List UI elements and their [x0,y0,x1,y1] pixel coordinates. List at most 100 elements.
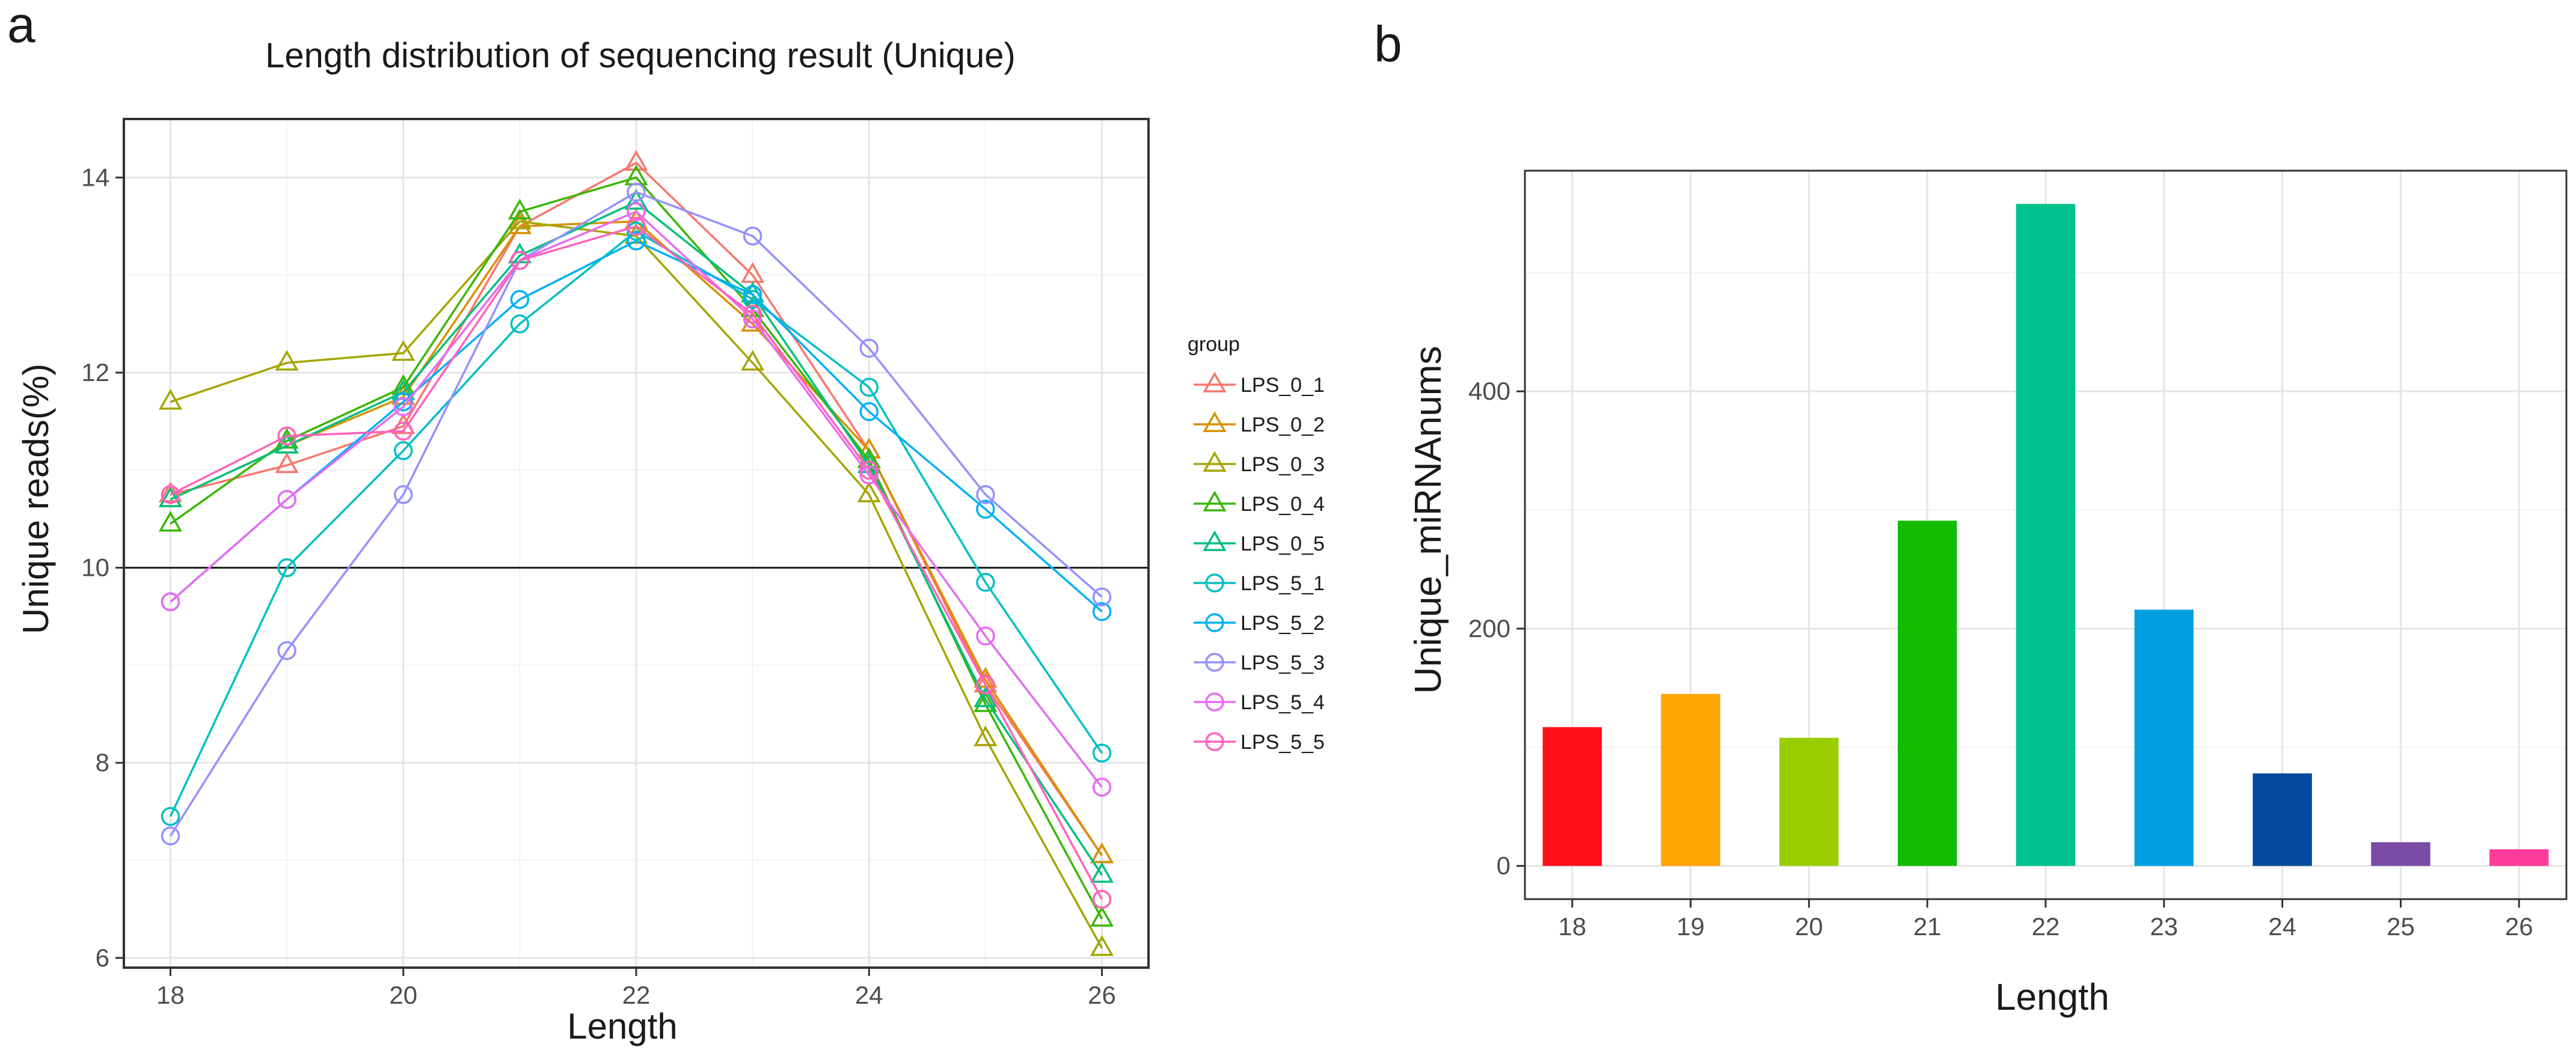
legend-label: LPS_0_5 [1240,533,1325,555]
data-point [627,182,646,202]
data-point [974,691,998,712]
data-point [1090,862,1114,883]
bars [1542,204,2549,866]
x-tick-label: 18 [156,981,185,1009]
x-tick-label: 22 [2032,912,2060,941]
legend-label: LPS_0_1 [1240,374,1325,397]
data-point [161,485,180,504]
chart-title: Length distribution of sequencing result… [265,36,1016,75]
data-point [743,304,762,324]
y-tick-label: 6 [96,944,109,972]
series-LPS_5_5 [161,216,1112,909]
legend-item: LPS_0_2 [1194,411,1325,436]
data-point [627,216,646,236]
x-tick-label: 24 [855,981,883,1009]
legend-item: LPS_5_1 [1194,572,1325,595]
data-point [976,499,995,519]
data-point [859,338,879,358]
bar-chart-panel: 0 200 400 18 19 20 21 22 23 24 25 26 Length Unique_… [1408,169,2568,1018]
series-line [170,220,1103,949]
data-point [974,686,998,707]
data-point [743,290,762,310]
axis-ticks: 18 20 22 24 26 6 8 10 12 14 [81,163,1116,1009]
legend-item: LPS_5_4 [1194,691,1325,714]
y-tick-label: 200 [1468,614,1510,642]
data-point [277,558,296,578]
legend-key-marker [1205,692,1224,712]
series-group [158,150,1114,956]
x-tick-label: 24 [2268,912,2296,941]
line-chart-panel: Length distribution of sequencing result… [16,36,1325,1046]
legend-item: LPS_5_3 [1194,652,1325,674]
data-point [859,460,879,480]
data-point [1092,602,1112,621]
legend-key-marker [1205,613,1224,632]
data-point [976,573,995,592]
data-point [743,227,762,246]
data-point [974,725,998,746]
data-point [976,485,995,504]
data-point [508,213,532,234]
legend-item: LPS_0_5 [1194,530,1325,555]
bar-20 [1779,737,1839,866]
y-tick-label: 12 [81,358,109,386]
data-point [391,340,416,361]
data-point [743,309,762,329]
y-tick-label: 10 [81,554,109,582]
series-line [170,239,1103,612]
x-tick-label: 20 [1795,912,1823,941]
x-axis-label: Length [567,1006,678,1046]
y-tick-label: 8 [96,748,109,777]
legend-label: LPS_0_3 [1240,453,1325,476]
bar-25 [2371,842,2430,866]
series-line [170,210,1103,788]
series-line [170,220,1103,856]
data-point [1092,777,1112,797]
data-point [161,826,180,846]
legend-key-marker [1205,653,1224,672]
bar-19 [1661,694,1720,866]
x-tick-label: 21 [1913,912,1942,941]
data-point [859,377,879,397]
legend-key-marker [1203,490,1227,511]
data-point [161,592,180,612]
legend-key-marker [1203,451,1227,472]
series-line [169,230,1103,817]
x-tick-label: 18 [1558,912,1586,941]
data-point [508,198,532,220]
data-point [627,231,646,251]
x-tick-label: 26 [2505,912,2533,941]
data-point [158,486,183,507]
x-tick-label: 25 [2387,912,2415,941]
x-axis-label: Length [1995,977,2109,1018]
legend-item: LPS_0_4 [1194,490,1325,516]
legend-label: LPS_0_2 [1240,414,1325,436]
bar-23 [2134,609,2194,866]
x-tick-label: 26 [1088,981,1116,1009]
data-point [510,251,530,270]
panel-label-b: b [1374,16,1402,72]
data-point [1092,890,1112,909]
legend-key-marker [1205,573,1224,593]
bar-18 [1542,727,1602,866]
x-tick-label: 22 [622,981,651,1009]
legend-label: LPS_5_2 [1240,612,1325,635]
data-point [857,438,881,459]
y-tick-label: 0 [1497,852,1510,880]
x-tick-label: 19 [1676,912,1705,941]
data-point [1090,935,1114,956]
data-point [743,285,762,304]
data-point [393,421,413,441]
data-point [857,481,881,502]
legend-item: LPS_5_5 [1194,731,1325,754]
data-point [161,807,180,826]
legend-label: LPS_5_5 [1240,731,1325,754]
bar-26 [2489,849,2549,866]
legend-key-marker [1203,530,1227,551]
panel-label-a: a [7,0,35,53]
legend-label: LPS_5_3 [1240,652,1325,674]
series-line [170,200,1103,876]
bar-24 [2252,773,2312,866]
legend: group LPS_0_1 LPS_0_2 LPS_0_3 LPS_0_4 LPS_0_… [1188,333,1325,754]
